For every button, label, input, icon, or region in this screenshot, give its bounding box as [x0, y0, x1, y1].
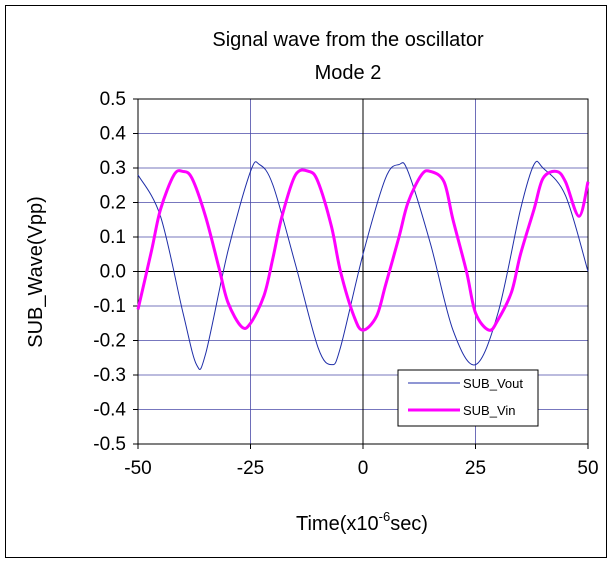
- chart-title: Signal wave from the oscillator: [212, 29, 484, 51]
- y-tick-label: 0.0: [100, 262, 126, 283]
- y-tick-label: 0.2: [100, 193, 126, 214]
- series-line-sub-vout: [137, 160, 589, 370]
- y-axis-label: SUB_Wave(Vpp): [25, 196, 47, 348]
- x-axis-label: Time(x10-6sec): [296, 509, 428, 535]
- y-tick-label: 0.3: [100, 158, 126, 179]
- series-line-sub-vin: [136, 168, 590, 332]
- y-tick-label: -0.5: [93, 434, 126, 455]
- x-tick-label: -25: [237, 458, 264, 479]
- legend-box: [397, 369, 539, 427]
- x-tick-label: 0: [358, 458, 369, 479]
- y-tick-label: 0.4: [100, 124, 127, 145]
- y-tick-label: -0.3: [93, 365, 126, 386]
- y-tick-labels: 0.5 0.4 0.3 0.2 0.1 0.0 -0.1 -0.2 -0.3 -0.4 -0.5: [93, 89, 126, 455]
- y-tick-label: -0.1: [93, 296, 126, 317]
- y-tick-label: -0.2: [93, 331, 126, 352]
- x-tick-label: -50: [124, 458, 151, 479]
- x-tick-label: 25: [465, 458, 486, 479]
- y-tick-label: 0.5: [100, 89, 126, 110]
- legend-label-sub-vin: SUB_Vin: [463, 403, 516, 418]
- y-tick-label: 0.1: [100, 227, 126, 248]
- chart-subtitle: Mode 2: [315, 62, 382, 84]
- x-tick-label: 50: [577, 458, 598, 479]
- y-tick-label: -0.4: [93, 400, 126, 421]
- x-tick-labels: -50 -25 0 25 50: [124, 458, 598, 479]
- series-layer: [136, 160, 590, 370]
- legend-label-sub-vout: SUB_Vout: [463, 376, 523, 391]
- legend: SUB_Vout SUB_Vin: [397, 369, 539, 427]
